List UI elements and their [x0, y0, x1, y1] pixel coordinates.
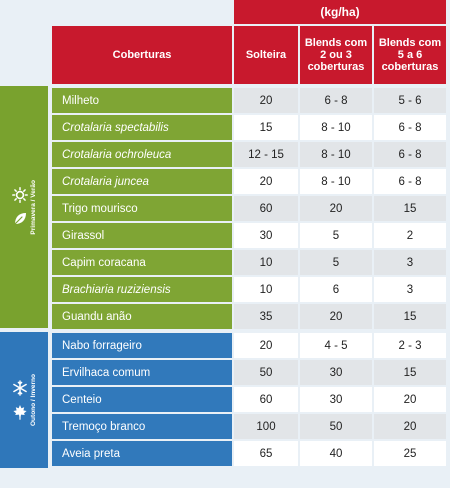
solteira-value: 10: [234, 250, 298, 275]
blend-5-6-header: Blends com 5 a 6 coberturas: [374, 26, 446, 84]
blend-2-3-value: 20: [300, 304, 372, 329]
leaf-icon: [13, 212, 26, 225]
solteira-value: 20: [234, 88, 298, 113]
coverage-name: Aveia preta: [52, 441, 232, 466]
blend-2-3-value: 5: [300, 250, 372, 275]
blend-2-3-value: 40: [300, 441, 372, 466]
coverage-name: Crotalaria spectabilis: [52, 115, 232, 140]
blend-5-6-value: 15: [374, 196, 446, 221]
blend-5-6-value: 20: [374, 414, 446, 439]
blend-2-3-value: 8 - 10: [300, 169, 372, 194]
solteira-value: 35: [234, 304, 298, 329]
blend-5-6-value: 6 - 8: [374, 142, 446, 167]
coverage-header: Coberturas: [52, 26, 232, 84]
maple-leaf-icon: [12, 405, 27, 420]
sun-icon: [11, 187, 28, 203]
spring-summer-label: Primavera / Verão: [29, 179, 37, 235]
blend-5-6-value: 5 - 6: [374, 88, 446, 113]
coverage-name: Crotalaria ochroleuca: [52, 142, 232, 167]
blend-2-3-value: 30: [300, 387, 372, 412]
autumn-winter-band: Outono / Inverno: [0, 332, 48, 468]
coverage-name: Milheto: [52, 88, 232, 113]
blend-2-3-value: 8 - 10: [300, 142, 372, 167]
solteira-value: 20: [234, 333, 298, 358]
blend-5-6-value: 3: [374, 277, 446, 302]
spring-summer-band: Primavera / Verão: [0, 86, 48, 328]
coverage-name: Trigo mourisco: [52, 196, 232, 221]
coverage-name: Capim coracana: [52, 250, 232, 275]
coverage-name: Guandu anão: [52, 304, 232, 329]
solteira-value: 50: [234, 360, 298, 385]
blend-5-6-value: 15: [374, 360, 446, 385]
solteira-value: 100: [234, 414, 298, 439]
solteira-value: 60: [234, 196, 298, 221]
blend-5-6-value: 25: [374, 441, 446, 466]
solteira-value: 15: [234, 115, 298, 140]
coverage-name: Tremoço branco: [52, 414, 232, 439]
solteira-value: 65: [234, 441, 298, 466]
solteira-value: 10: [234, 277, 298, 302]
coverage-name: Girassol: [52, 223, 232, 248]
blend-2-3-value: 30: [300, 360, 372, 385]
blend-2-3-value: 8 - 10: [300, 115, 372, 140]
coverage-name: Nabo forrageiro: [52, 333, 232, 358]
coverage-name: Brachiaria ruziziensis: [52, 277, 232, 302]
blend-5-6-value: 2 - 3: [374, 333, 446, 358]
blend-2-3-value: 4 - 5: [300, 333, 372, 358]
blend-2-3-value: 6: [300, 277, 372, 302]
blend-2-3-value: 20: [300, 196, 372, 221]
blend-5-6-value: 6 - 8: [374, 115, 446, 140]
blend-2-3-value: 5: [300, 223, 372, 248]
solteira-value: 12 - 15: [234, 142, 298, 167]
coverage-name: Crotalaria juncea: [52, 169, 232, 194]
blend-5-6-value: 6 - 8: [374, 169, 446, 194]
solteira-header: Solteira: [234, 26, 298, 84]
autumn-winter-label: Outono / Inverno: [29, 374, 37, 426]
blend-2-3-header: Blends com 2 ou 3 coberturas: [300, 26, 372, 84]
blend-2-3-value: 6 - 8: [300, 88, 372, 113]
solteira-value: 30: [234, 223, 298, 248]
blend-5-6-value: 15: [374, 304, 446, 329]
snowflake-icon: [12, 380, 27, 396]
solteira-value: 60: [234, 387, 298, 412]
coverage-name: Centeio: [52, 387, 232, 412]
unit-header: (kg/ha): [234, 0, 446, 24]
blend-5-6-value: 2: [374, 223, 446, 248]
blend-2-3-value: 50: [300, 414, 372, 439]
blend-5-6-value: 3: [374, 250, 446, 275]
coverage-name: Ervilhaca comum: [52, 360, 232, 385]
solteira-value: 20: [234, 169, 298, 194]
blend-5-6-value: 20: [374, 387, 446, 412]
